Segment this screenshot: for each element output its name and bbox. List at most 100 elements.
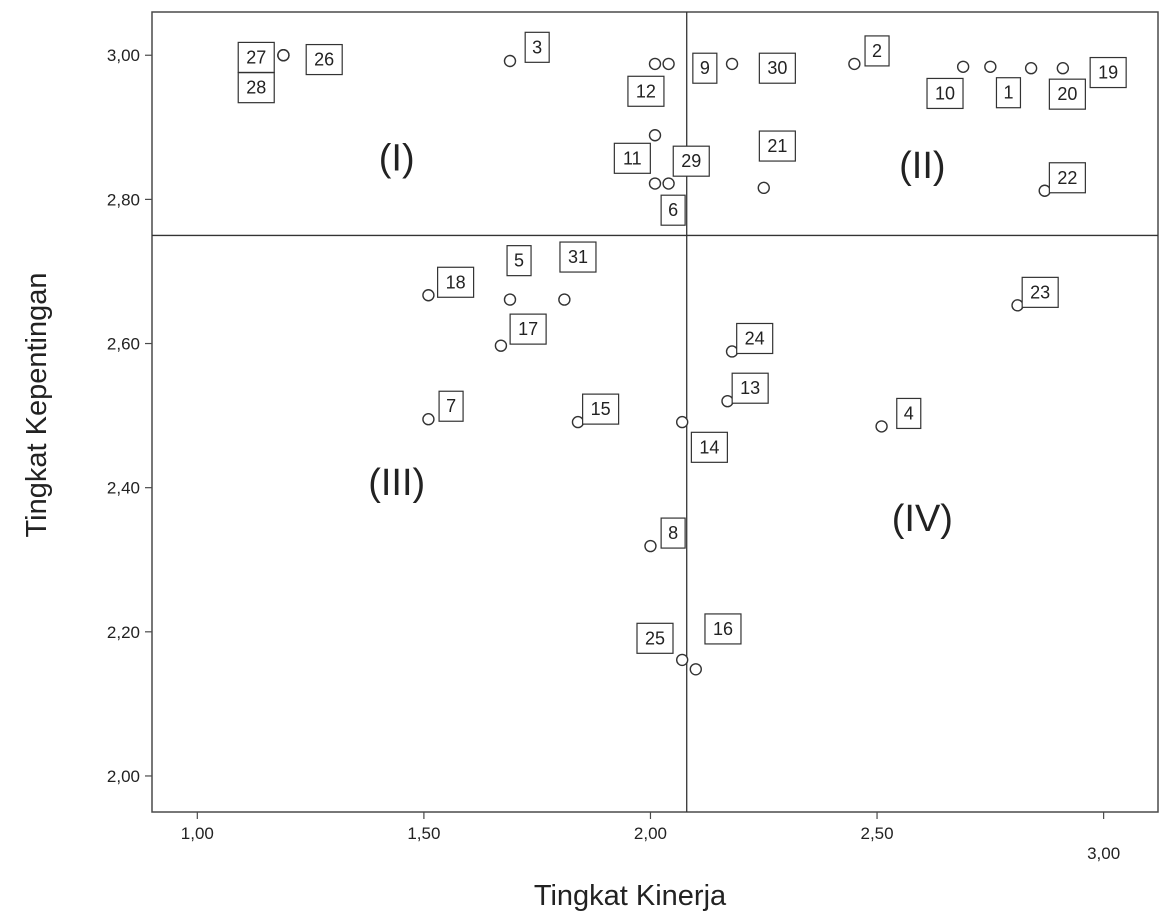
point-label-box xyxy=(896,397,922,430)
data-point-group: 15 xyxy=(571,393,620,429)
data-point-group: 7 xyxy=(422,390,464,426)
point-label: 22 xyxy=(1057,168,1077,188)
point-label: 21 xyxy=(767,136,787,156)
data-point-group: 23 xyxy=(1011,276,1059,312)
data-point-group: 25 xyxy=(636,622,689,667)
data-point-group: 28 xyxy=(237,49,290,104)
point-label-box xyxy=(509,313,547,345)
point-label-box xyxy=(926,77,964,110)
data-point xyxy=(725,345,739,358)
plot-area xyxy=(151,11,1159,813)
point-label: 30 xyxy=(767,58,787,78)
point-label-box xyxy=(1048,78,1086,110)
data-point xyxy=(277,49,290,62)
x-tick-label: 1,50 xyxy=(407,824,440,843)
point-label-box xyxy=(582,393,620,425)
point-label-box xyxy=(1089,56,1127,89)
point-label: 18 xyxy=(446,272,466,292)
data-point xyxy=(725,57,739,71)
data-points: 1234567891011121314151617181920212223242… xyxy=(237,31,1127,676)
point-label-box xyxy=(437,266,475,298)
x-tick-label: 1,00 xyxy=(181,824,214,843)
point-label: 3 xyxy=(532,37,542,57)
quadrant-labels: (I) (II) (III) (IV) xyxy=(368,138,953,540)
data-point xyxy=(1011,299,1024,312)
x-tick-label: 2,00 xyxy=(634,824,667,843)
data-point-group: 4 xyxy=(875,397,922,433)
point-label-box xyxy=(731,372,769,404)
point-label: 11 xyxy=(623,148,642,168)
x-axis-title: Tingkat Kinerja xyxy=(534,880,727,912)
point-label: 1 xyxy=(1003,83,1013,103)
point-label: 26 xyxy=(314,50,334,70)
data-point-group: 18 xyxy=(422,266,475,302)
data-point-group: 2 xyxy=(848,35,890,71)
point-label: 2 xyxy=(872,41,882,61)
data-point xyxy=(648,177,662,190)
point-label: 29 xyxy=(681,151,701,171)
data-point xyxy=(956,60,970,73)
point-label: 24 xyxy=(745,328,765,348)
data-point-group: 6 xyxy=(648,177,686,226)
data-point-group: 5 xyxy=(503,245,532,306)
data-point xyxy=(503,54,517,68)
point-label: 20 xyxy=(1057,84,1077,104)
point-label: 17 xyxy=(518,319,538,339)
point-label-box xyxy=(690,431,728,463)
data-point xyxy=(662,177,675,190)
data-point xyxy=(689,663,702,676)
x-tick-label: 3,00 xyxy=(1087,844,1120,863)
data-point-group: 29 xyxy=(662,145,710,190)
point-label: 5 xyxy=(514,251,524,271)
y-tick-label: 2,60 xyxy=(107,335,140,354)
point-label-box xyxy=(1021,276,1059,308)
point-label: 12 xyxy=(636,81,656,101)
point-label-box xyxy=(758,130,796,162)
point-label: 9 xyxy=(700,58,710,78)
point-label: 7 xyxy=(446,396,456,416)
data-point xyxy=(848,57,861,71)
data-point xyxy=(1038,184,1051,197)
data-point-group: 11 xyxy=(613,129,662,174)
quadrant-label: (III) xyxy=(368,462,425,504)
point-label-box xyxy=(305,43,343,76)
point-label-box xyxy=(559,241,597,273)
y-axis-title: Tingkat Kepentingan xyxy=(21,273,53,538)
data-point xyxy=(558,293,571,306)
data-point xyxy=(571,415,585,429)
data-point-group: 16 xyxy=(689,613,742,676)
point-label-box xyxy=(660,194,686,226)
point-label-box xyxy=(692,52,718,84)
y-tick-label: 2,80 xyxy=(107,190,140,209)
data-point-group: 19 xyxy=(1056,56,1127,89)
point-label: 25 xyxy=(645,628,665,648)
quadrant-label: (II) xyxy=(899,145,945,187)
data-point xyxy=(675,415,689,429)
data-point-group: 30 xyxy=(725,52,796,84)
point-label-box xyxy=(660,517,686,549)
point-label-box xyxy=(864,35,890,67)
data-point xyxy=(757,181,770,195)
point-label-box xyxy=(636,622,674,654)
point-label: 8 xyxy=(668,523,678,543)
point-label-box xyxy=(672,145,710,177)
point-label: 14 xyxy=(699,437,719,457)
data-point-group: 24 xyxy=(725,322,774,358)
point-label-box xyxy=(237,72,275,104)
point-label: 31 xyxy=(568,247,588,267)
point-label-box xyxy=(736,322,774,355)
x-tick-label: 2,50 xyxy=(860,824,893,843)
y-tick-label: 2,40 xyxy=(107,479,140,498)
point-label: 28 xyxy=(246,78,266,98)
data-point-group: 1 xyxy=(984,60,1022,109)
data-point-group: 21 xyxy=(757,130,796,195)
point-label-box xyxy=(613,142,651,174)
point-label-box xyxy=(704,613,742,645)
data-point-group: 14 xyxy=(675,415,728,463)
data-point xyxy=(662,57,675,71)
quadrant-label: (I) xyxy=(379,138,415,180)
point-label: 16 xyxy=(713,619,733,639)
data-point-group: 8 xyxy=(644,517,686,553)
data-point xyxy=(644,539,657,553)
